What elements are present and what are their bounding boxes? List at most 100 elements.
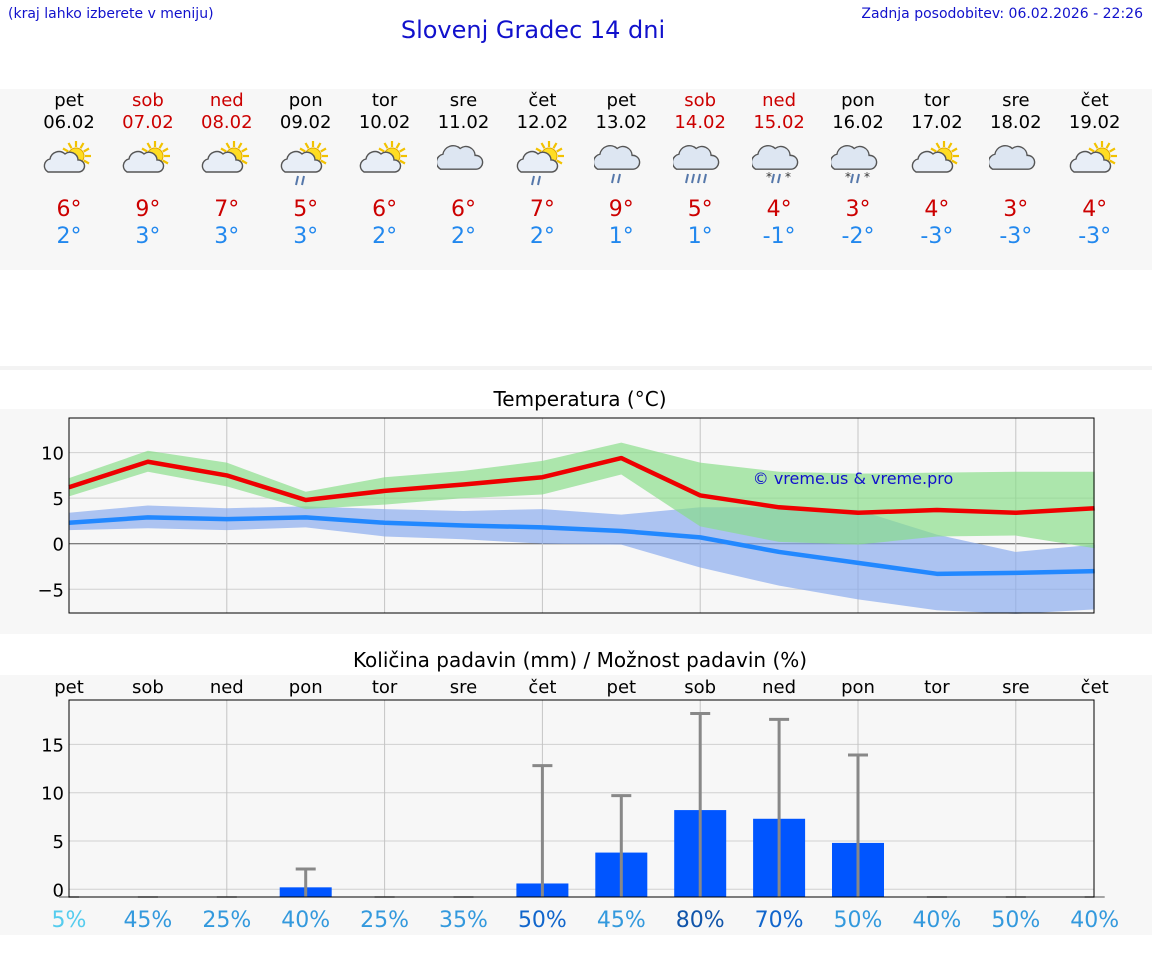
precip-day-label: pon (841, 677, 875, 698)
precip-probability: 45% (123, 908, 172, 933)
max-temp: 4° (1082, 197, 1108, 222)
rain-drop (856, 173, 860, 184)
sun-ray (220, 147, 227, 153)
day-date: 07.02 (122, 112, 174, 133)
snow-flake: * (845, 170, 851, 184)
min-temp: 2° (529, 224, 555, 249)
min-temp: 1° (687, 224, 713, 249)
forecast-day: pon 16.02 * * 3° -2° (818, 90, 898, 250)
max-temp: 5° (293, 197, 319, 222)
precip-day-label: sre (450, 677, 477, 698)
max-temp-line (68, 455, 1095, 516)
rain-drop (611, 173, 616, 184)
min-temp: 3° (293, 224, 319, 249)
sun-ray (319, 159, 327, 165)
sun-ray (146, 142, 152, 149)
precip-probability: 35% (439, 908, 488, 933)
location-hint: (kraj lahko izberete v meniju) (8, 6, 214, 22)
sun-ray (304, 142, 310, 149)
min-temp: -3° (1078, 224, 1112, 249)
rain-drop (771, 173, 776, 184)
cloud-shape (1069, 150, 1111, 173)
precip-tick-label: 10 (41, 784, 64, 805)
temp-tick-label: 10 (41, 444, 64, 465)
sun-ray (951, 159, 958, 165)
cloud-shape (43, 150, 86, 173)
precip-probability: 80% (676, 908, 725, 933)
precipitation-chart-title: Količina padavin (mm) / Možnost padavin … (352, 648, 808, 672)
precip-tick-label: 0 (53, 880, 64, 901)
sun-ray (395, 142, 401, 149)
sun-ray (935, 142, 941, 149)
sun-ray (241, 147, 248, 153)
sun-ray (158, 142, 164, 149)
precip-day-label: tor (372, 677, 398, 698)
forecast-day: pon 09.02 5° 3° (266, 90, 346, 250)
sun-ray (947, 142, 953, 149)
day-date: 14.02 (674, 112, 726, 133)
sun-cloud-rain-icon (280, 141, 328, 186)
forecast-day: sob 07.02 9° 3° (108, 90, 188, 250)
day-date: 17.02 (911, 112, 963, 133)
day-name: pon (841, 90, 875, 111)
cloud-shape (359, 150, 401, 173)
temperature-chart-title: Temperatura (°C) (493, 387, 667, 411)
day-name: tor (371, 90, 398, 111)
watermark: © vreme.us & vreme.pro (753, 469, 954, 488)
min-temp: 3° (214, 224, 240, 249)
max-temp: 7° (214, 197, 240, 222)
sun-ray (552, 142, 558, 149)
precip-day-label: pet (54, 677, 84, 698)
sun-ray (535, 147, 543, 153)
sun-cloud-icon (43, 141, 91, 173)
precip-probability: 40% (1070, 908, 1119, 933)
precip-day-label: tor (924, 677, 950, 698)
temp-tick-label: −5 (37, 580, 64, 601)
cloud-shape (831, 145, 878, 170)
sun-ray (556, 159, 563, 165)
sun-ray (556, 147, 563, 153)
cloud-shape (517, 150, 559, 173)
day-name: tor (924, 90, 950, 111)
day-date: 12.02 (516, 112, 569, 133)
day-name: ned (762, 90, 797, 111)
forecast-day: čet 19.02 4° -3° (1055, 90, 1135, 250)
temp-tick-label: 0 (53, 535, 64, 556)
sun-ray (951, 147, 958, 153)
cloud-rain-icon (594, 145, 641, 184)
precip-probability: 40% (281, 908, 330, 933)
forecast-day: sob 14.02 5° 1° (660, 90, 740, 250)
day-name: sob (684, 90, 717, 111)
sun-ray (1108, 159, 1116, 165)
precip-day-label: sob (132, 677, 164, 698)
precip-plot-frame (68, 699, 1095, 898)
sun-ray (319, 147, 327, 153)
min-temp: 2° (56, 224, 82, 249)
max-temp-band (69, 442, 1095, 549)
precip-day-label: sre (1002, 677, 1029, 698)
max-temp: 4° (766, 197, 792, 222)
cloud-shape (752, 145, 799, 170)
precip-tick-label: 15 (41, 735, 64, 756)
precip-day-label: ned (762, 677, 796, 698)
cloud-shape (673, 145, 720, 170)
forecast-day: pet 13.02 9° 1° (581, 90, 661, 250)
max-temp: 3° (845, 197, 871, 222)
max-temp: 4° (924, 197, 950, 222)
snow-flake: * (785, 170, 791, 184)
sun-ray (162, 147, 169, 153)
day-name: ned (209, 90, 244, 111)
forecast-day: sre 18.02 3° -3° (976, 90, 1056, 250)
min-temp-line (68, 515, 1095, 577)
precip-probability: 40% (912, 908, 961, 933)
rain-drop (537, 175, 542, 186)
rain-drop (617, 173, 622, 184)
sun-ray (930, 147, 937, 153)
day-name: pon (288, 90, 323, 111)
sun-ray (398, 147, 406, 153)
day-date: 18.02 (990, 112, 1042, 133)
sun-ray (383, 142, 389, 149)
sun-cloud-icon (201, 141, 249, 173)
sun-cloud-icon (911, 141, 959, 173)
day-date: 06.02 (43, 112, 95, 133)
